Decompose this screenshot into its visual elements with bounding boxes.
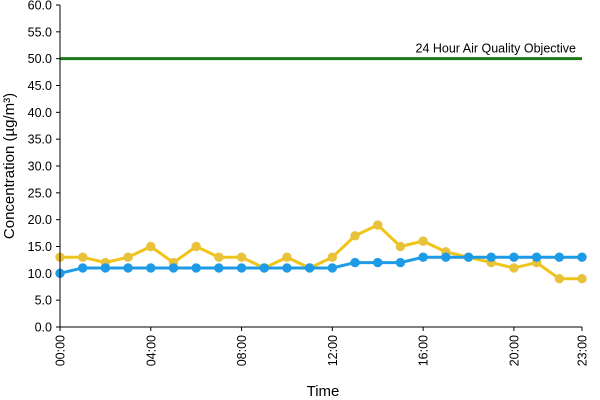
y-tick-label: 40.0 [28, 106, 52, 120]
series-1-point [509, 263, 519, 273]
series-1-point [123, 252, 133, 262]
x-tick-label: 00:00 [54, 335, 68, 366]
series-1-point [327, 252, 338, 262]
reference-line-label: 24 Hour Air Quality Objective [416, 42, 577, 56]
series-1-point [77, 252, 88, 262]
series-1-point [554, 274, 565, 284]
series-2-point [327, 263, 338, 273]
x-tick-label: 04:00 [144, 335, 158, 366]
series-2-point [509, 252, 519, 262]
series-2-point [123, 263, 133, 273]
series-1-point [373, 220, 383, 230]
plot-area [55, 57, 587, 284]
y-tick-label: 50.0 [28, 52, 52, 66]
series-1-point [214, 252, 224, 262]
series-2-point [463, 252, 474, 262]
y-tick-label: 10.0 [28, 267, 52, 281]
series-1-point [350, 231, 360, 241]
y-tick-label: 5.0 [35, 294, 52, 308]
series-2-point [304, 263, 315, 273]
y-tick-label: 35.0 [28, 133, 52, 147]
y-tick-label: 60.0 [28, 0, 52, 13]
series-2-point [146, 263, 156, 273]
y-tick-label: 15.0 [28, 240, 52, 254]
x-tick-label: 08:00 [235, 335, 249, 366]
series-1-point [577, 274, 587, 284]
series-1-point [282, 252, 292, 262]
series-1-point [191, 241, 201, 252]
series-2-point [191, 263, 201, 273]
series-2-point [554, 252, 565, 262]
series-2-point [486, 252, 496, 262]
series-2-point [100, 263, 111, 273]
series-1-line [60, 223, 582, 281]
series-2-point [214, 263, 224, 273]
x-tick-label: 16:00 [417, 335, 431, 366]
x-tick-label: 12:00 [326, 335, 340, 366]
y-tick-label: 55.0 [28, 25, 52, 39]
series-2-point [259, 263, 269, 273]
y-tick-label: 0.0 [35, 321, 52, 335]
y-tick-label: 20.0 [28, 213, 52, 227]
y-tick-label: 30.0 [28, 160, 52, 174]
series-2-point [168, 263, 179, 273]
y-tick-label: 25.0 [28, 186, 52, 200]
series-1-point [418, 236, 428, 246]
series-2-point [531, 252, 542, 262]
series-1-point [146, 241, 156, 252]
y-axis-tick-labels: 0.0 5.0 10.0 15.0 20.0 25.0 30.0 35.0 40.0 45.0 50… [28, 0, 60, 335]
series-2-point [236, 263, 247, 273]
y-axis-title: Concentration (µg/m³) [1, 93, 18, 239]
x-axis-tick-labels: 00:00 04:00 08:00 12:00 16:00 20:00 23:00 [54, 327, 590, 366]
series-2-point [441, 252, 451, 262]
series-2-point [282, 263, 292, 273]
series-2-point [418, 252, 428, 262]
series-2-point [373, 257, 383, 268]
series-2-point [395, 257, 406, 268]
x-axis-title: Time [307, 383, 340, 400]
series-2-point [577, 252, 587, 262]
x-tick-label: 23:00 [576, 335, 590, 366]
series-2-point [77, 263, 88, 273]
x-tick-label: 20:00 [507, 335, 521, 366]
series-1-point [236, 252, 247, 262]
y-tick-label: 45.0 [28, 79, 52, 93]
series-1-point [395, 241, 406, 252]
series-2-point [350, 257, 360, 268]
